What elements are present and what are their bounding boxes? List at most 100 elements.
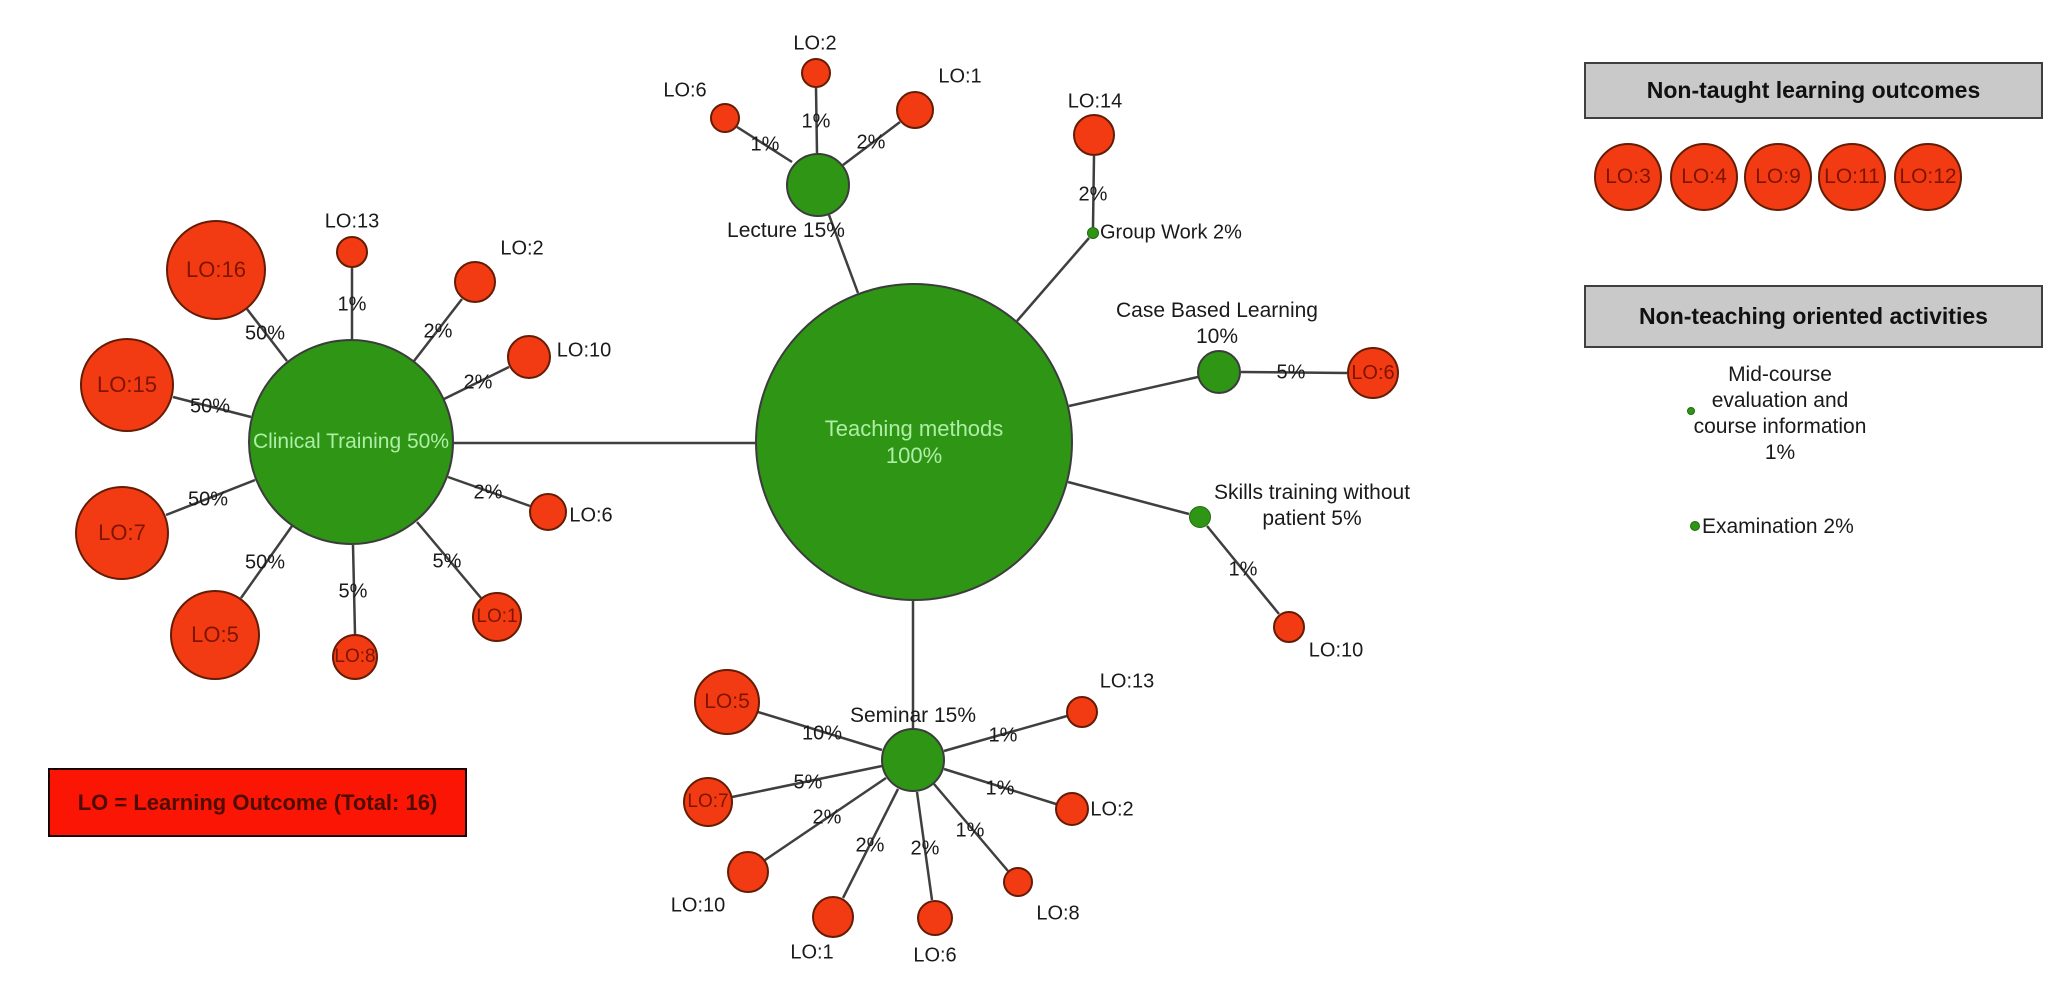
edge-casebased-center: [1068, 375, 1199, 408]
edge-pct-label: 1%: [750, 133, 780, 156]
lo-node-casebased-6: LO:6: [1347, 347, 1399, 399]
lo-node-seminar-10: [727, 851, 769, 893]
edge-pct-label: 1%: [988, 724, 1018, 747]
lo-label: LO:12: [1899, 165, 1957, 188]
mid-course-line3: course information: [1693, 415, 1867, 438]
edge-lecture-lo6: [736, 125, 793, 164]
skills-training-label-line1: Skills training without: [1213, 481, 1411, 504]
lo-node-seminar-7: LO:7: [683, 777, 733, 827]
case-based-label: Case Based Learning: [1116, 299, 1318, 322]
edge-pct-label: 1%: [337, 293, 367, 316]
edge-skills-lo10: [1206, 525, 1280, 615]
lecture-node: [786, 153, 850, 217]
edge-pct-label: 5%: [338, 580, 368, 603]
lo-node-seminar-13: [1066, 696, 1098, 728]
lo-node-skills-10: [1273, 611, 1305, 643]
case-based-node: [1197, 350, 1241, 394]
mid-course-pct: 1%: [1764, 441, 1796, 464]
edge-clinical-lo8: [351, 544, 357, 635]
edge-lecture-lo1: [842, 121, 901, 166]
lo-label: LO:4: [1681, 165, 1727, 188]
lo-node-clinical-10: [507, 335, 551, 379]
teaching-methods-label: Teaching methods 100%: [825, 415, 1004, 469]
edge-pct-label: 1%: [955, 819, 985, 842]
lo-label: LO:6: [913, 944, 957, 967]
lo-label: LO:6: [663, 79, 707, 102]
lo-label: LO:13: [324, 210, 380, 233]
lo-label: LO:7: [687, 791, 729, 812]
clinical-training-node: Clinical Training 50%: [248, 339, 454, 545]
non-taught-header-label: Non-taught learning outcomes: [1646, 77, 1981, 103]
lo-label: LO:15: [97, 372, 157, 397]
edge-groupwork-center: [1016, 237, 1090, 322]
lo-label: LO:13: [1099, 670, 1155, 693]
lo-label: LO:14: [1067, 90, 1123, 113]
edge-clinical-lo2: [413, 298, 463, 362]
edge-pct-label: 5%: [793, 771, 823, 794]
legend-text: LO = Learning Outcome (Total: 16): [77, 789, 438, 815]
lo-node-lecture-1: [896, 91, 934, 129]
edge-lecture-center: [827, 214, 860, 294]
edge-pct-label: 2%: [423, 320, 453, 343]
skills-training-label-line2: patient 5%: [1262, 507, 1362, 530]
lo-node-clinical-15: LO:15: [80, 338, 174, 432]
skills-training-node: [1189, 506, 1211, 528]
mid-course-line1: Mid-course: [1728, 363, 1832, 386]
lo-node-clinical-2: [454, 261, 496, 303]
group-work-label: Group Work 2%: [1100, 221, 1242, 244]
lo-node-nontaught-3: LO:3: [1594, 143, 1662, 211]
lo-node-clinical-5: LO:5: [170, 590, 260, 680]
edge-groupwork-lo14: [1091, 155, 1096, 228]
edge-clinical-lo5: [239, 525, 294, 599]
edge-pct-label: 10%: [801, 722, 843, 745]
lo-label: LO:11: [1824, 165, 1880, 188]
edge-clinical-lo15: [172, 395, 252, 419]
non-teaching-header: Non-teaching oriented activities: [1584, 285, 2043, 348]
edge-clinical-lo16: [246, 308, 288, 362]
lo-label: LO:2: [500, 237, 544, 260]
lo-label: LO:10: [556, 339, 612, 362]
edge-pct-label: 2%: [473, 481, 503, 504]
seminar-label: Seminar 15%: [849, 704, 977, 727]
lo-node-clinical-7: LO:7: [75, 486, 169, 580]
lo-node-clinical-6: [529, 493, 567, 531]
lo-node-nontaught-4: LO:4: [1670, 143, 1738, 211]
lo-label: LO:2: [793, 32, 837, 55]
edge-pct-label: 5%: [1276, 361, 1306, 384]
lo-node-clinical-16: LO:16: [166, 220, 266, 320]
edge-pct-label: 2%: [812, 806, 842, 829]
edge-clinical-lo10: [443, 365, 510, 401]
edge-clinical-lo7: [165, 478, 256, 517]
lo-label: LO:5: [704, 690, 750, 713]
edge-pct-label: 2%: [910, 837, 940, 860]
edge-pct-label: 50%: [244, 551, 286, 574]
lo-label: LO:7: [98, 520, 146, 545]
lo-label: LO:9: [1755, 165, 1801, 188]
edge-lecture-lo2: [814, 87, 819, 154]
lo-label: LO:8: [334, 646, 376, 667]
lo-node-clinical-1: LO:1: [472, 592, 522, 642]
lo-node-groupwork-14: [1073, 114, 1115, 156]
lo-label: LO:1: [476, 606, 518, 627]
examination-label: Examination 2%: [1702, 515, 1854, 538]
edge-seminar-lo8: [933, 783, 1009, 872]
edge-pct-label: 2%: [856, 131, 886, 154]
lo-node-seminar-5: LO:5: [694, 669, 760, 735]
lo-node-nontaught-12: LO:12: [1894, 143, 1962, 211]
lo-label: LO:8: [1036, 902, 1080, 925]
lo-node-clinical-13: [336, 236, 368, 268]
edge-seminar-lo7: [731, 764, 883, 799]
lo-label: LO:10: [1308, 639, 1364, 662]
edge-seminar-lo2: [943, 767, 1057, 806]
lo-label: LO:5: [191, 622, 239, 647]
edge-seminar-lo6: [915, 791, 934, 901]
non-teaching-header-label: Non-teaching oriented activities: [1639, 303, 1988, 329]
edge-seminar-lo10: [764, 776, 887, 862]
edge-casebased-lo6: [1240, 370, 1348, 375]
edge-pct-label: 1%: [801, 110, 831, 133]
case-based-pct: 10%: [1195, 325, 1239, 348]
edge-pct-label: 2%: [855, 834, 885, 857]
edge-skills-center: [1067, 480, 1190, 516]
lo-node-seminar-8: [1003, 867, 1033, 897]
